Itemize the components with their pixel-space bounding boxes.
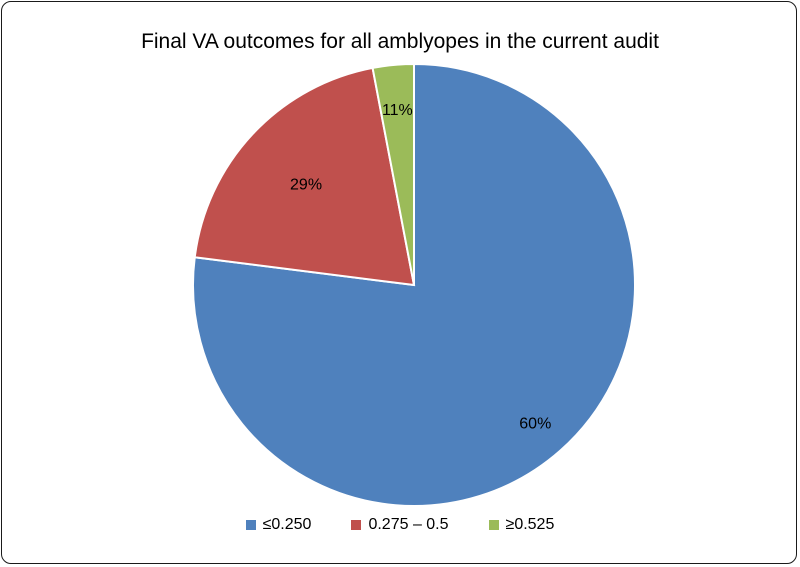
pie-slices <box>192 62 636 507</box>
chart-legend: ≤0.250 0.275 – 0.5 ≥0.525 <box>0 516 800 534</box>
pie-data-label-1: 29% <box>290 177 322 194</box>
chart-title: Final VA outcomes for all amblyopes in t… <box>141 30 659 53</box>
pie-slice-1 <box>193 66 416 287</box>
legend-item-ge-0525: ≥0.525 <box>488 516 555 534</box>
pie-slice-2 <box>371 62 415 286</box>
legend-swatch <box>245 520 256 530</box>
legend-swatch <box>351 520 362 530</box>
pie-data-label-2: 11% <box>382 102 413 119</box>
legend-item-0275-05: 0.275 – 0.5 <box>351 516 449 534</box>
legend-item-le-0250: ≤0.250 <box>245 516 312 534</box>
pie-data-labels: 60% 29% 11% <box>290 102 551 433</box>
legend-label: 0.275 – 0.5 <box>368 516 449 533</box>
legend-swatch <box>488 520 499 530</box>
legend-label: ≤0.250 <box>262 516 312 533</box>
legend-label: ≥0.525 <box>505 516 555 533</box>
pie-data-label-0: 60% <box>519 416 551 433</box>
